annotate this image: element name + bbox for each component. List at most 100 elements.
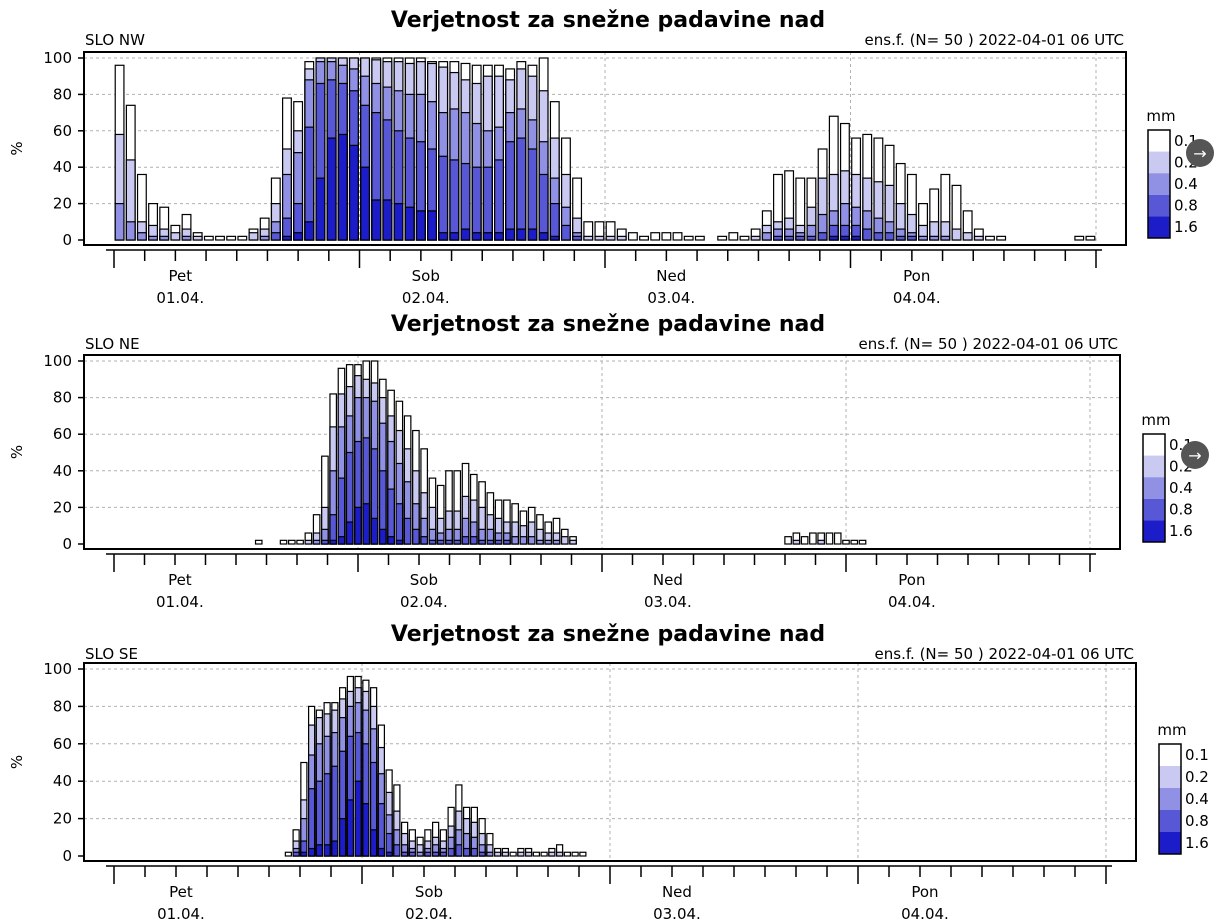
y-tick-label: 60 [53,122,72,140]
bar-0.8mm [784,235,795,241]
bar-0.2mm [569,539,577,545]
day-date-label: 03.04. [653,905,701,920]
bar-0.8mm [292,851,300,857]
y-tick-label: 80 [53,697,72,715]
bar-0.8mm [401,851,409,857]
bar-0.8mm [471,166,482,241]
bar-0.8mm [453,539,462,545]
bar-0.8mm [447,847,455,857]
ensemble-info: ens.f. (N= 50 ) 2022-04-01 06 UTC [859,335,1118,353]
bar-0.2mm [248,232,259,241]
bar-1.6mm [304,221,315,241]
chart-title: Verjetnost za snežne padavine nad [391,312,825,337]
bar-0.2mm [616,235,627,241]
plot-frame [83,354,1121,550]
bar-0.1mm [254,539,263,545]
day-date-label: 04.04. [888,593,936,611]
bar-1.6mm [329,539,338,545]
bar-1.6mm [851,235,862,241]
day-date-label: 03.04. [644,593,692,611]
bar-0.8mm [884,232,895,241]
day-name-label: Pet [168,267,192,285]
bar-1.6mm [393,203,404,241]
chart-panel-slo-ne: Verjetnost za snežne padavine nad SLO NE e… [0,305,1217,615]
y-axis-label: % [8,755,26,769]
bar-0.8mm [403,517,412,545]
chart-group: Verjetnost za snežne padavine nad SLO NE e… [8,312,1193,611]
region-label: SLO SE [85,645,138,663]
bar-0.8mm [420,536,428,545]
arrow-right-icon: → [1193,143,1207,163]
bar-0.8mm [503,539,511,545]
bar-0.8mm [308,788,316,857]
bar-0.2mm [973,235,984,241]
bar-1.6mm [315,844,323,857]
bar-1.6mm [339,817,347,857]
bar-0.1mm [296,539,304,545]
bar-1.6mm [362,803,370,857]
bar-0.8mm [424,851,432,857]
legend-label: 0.8 [1169,501,1193,519]
bar-0.8mm [538,173,549,241]
legend-unit: mm [1157,721,1186,739]
bar-0.1mm [985,235,995,241]
legend-label: 0.1 [1185,746,1209,764]
day-date-label: 02.04. [400,593,448,611]
ensemble-info: ens.f. (N= 50 ) 2022-04-01 06 UTC [875,645,1134,663]
chart-group: Verjetnost za snežne padavine nad SLO NW e… [8,8,1198,307]
bar-0.8mm [862,228,873,241]
bar-1.6mm [415,210,426,241]
y-tick-label: 20 [53,498,72,516]
y-tick-label: 40 [53,158,72,176]
bar-0.8mm [449,159,460,241]
chart-title: Verjetnost za snežne padavine nad [391,622,825,647]
bar-0.8mm [572,235,583,241]
bar-0.2mm [792,539,801,545]
bar-0.1mm [639,235,650,241]
day-name-label: Sob [410,571,438,589]
bar-0.8mm [412,528,420,545]
bar-0.2mm [192,235,203,241]
bar-0.2mm [555,851,564,857]
bar-0.4mm [312,539,321,545]
bar-0.2mm [560,536,569,545]
bar-1.6mm [345,521,354,545]
bar-1.6mm [377,847,385,857]
chart-svg: Verjetnost za snežne padavine nad SLO NE e… [8,312,1193,611]
y-tick-label: 60 [53,425,72,443]
bar-1.6mm [354,506,362,545]
bar-0.1mm [683,235,694,241]
bar-0.8mm [408,851,416,857]
bar-0.2mm [605,235,616,241]
bar-0.4mm [918,235,928,241]
legend-unit: mm [1141,411,1170,429]
bar-0.4mm [416,851,424,857]
legend-frame [1142,433,1166,543]
next-arrow-button[interactable]: → [1186,139,1214,167]
bar-0.8mm [270,232,281,241]
bar-1.6mm [471,232,482,241]
chart-panel-slo-se: Verjetnost za snežne padavine nad SLO SE e… [0,615,1217,920]
next-arrow-button[interactable]: → [1181,441,1209,469]
legend-swatch [1159,832,1181,854]
day-name-label: Pon [898,571,925,589]
bar-0.8mm [461,536,470,545]
bar-1.6mm [460,228,471,241]
day-date-label: 04.04. [901,905,949,920]
region-label: SLO NE [85,335,140,353]
bar-0.2mm [494,851,502,857]
bar-0.2mm [501,851,509,857]
bar-0.8mm [527,148,538,241]
bar-1.6mm [382,199,393,241]
bar-1.6mm [839,235,850,241]
day-date-label: 02.04. [405,905,453,920]
day-name-label: Sob [412,267,440,285]
day-date-label: 01.04. [156,593,204,611]
day-date-label: 01.04. [156,289,204,307]
bar-0.8mm [486,539,495,545]
ensemble-info: ens.f. (N= 50 ) 2022-04-01 06 UTC [865,31,1124,49]
legend-swatch [1143,498,1165,521]
bar-1.6mm [370,829,378,857]
bar-0.4mm [511,536,519,545]
bar-0.1mm [509,851,517,857]
